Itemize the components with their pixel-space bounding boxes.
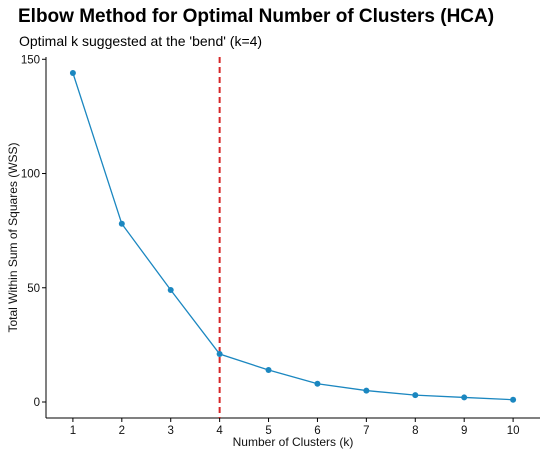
x-tick-label: 9 — [461, 425, 467, 437]
data-point — [412, 392, 419, 399]
y-tick-label: 0 — [34, 397, 40, 409]
chart-title: Elbow Method for Optimal Number of Clust… — [18, 6, 495, 27]
x-tick-label: 6 — [314, 425, 320, 437]
x-tick-label: 2 — [119, 425, 125, 437]
x-tick-label: 3 — [168, 425, 174, 437]
data-point — [314, 380, 321, 387]
chart-subtitle: Optimal k suggested at the 'bend' (k=4) — [19, 33, 263, 49]
y-tick-label: 50 — [27, 283, 40, 295]
x-tick-label: 4 — [216, 425, 223, 437]
data-point — [69, 69, 76, 76]
data-point — [265, 367, 272, 374]
y-tick-label: 100 — [21, 169, 40, 181]
series — [69, 69, 517, 403]
x-tick-label: 5 — [265, 425, 271, 437]
series-line — [72, 72, 514, 401]
y-tick-label: 150 — [21, 54, 40, 66]
x-tick-label: 1 — [70, 425, 76, 437]
x-tick-label: 10 — [507, 425, 520, 437]
data-point — [363, 387, 370, 394]
data-point — [216, 351, 223, 358]
data-point — [461, 394, 468, 401]
x-axis-label: Number of Clusters (k) — [233, 435, 354, 449]
data-point — [510, 396, 517, 403]
data-point — [167, 287, 174, 294]
x-tick-label: 8 — [412, 425, 418, 437]
y-axis-label: Total Within Sum of Squares (WSS) — [6, 142, 20, 332]
x-tick-label: 7 — [363, 425, 369, 437]
data-point — [118, 220, 125, 227]
